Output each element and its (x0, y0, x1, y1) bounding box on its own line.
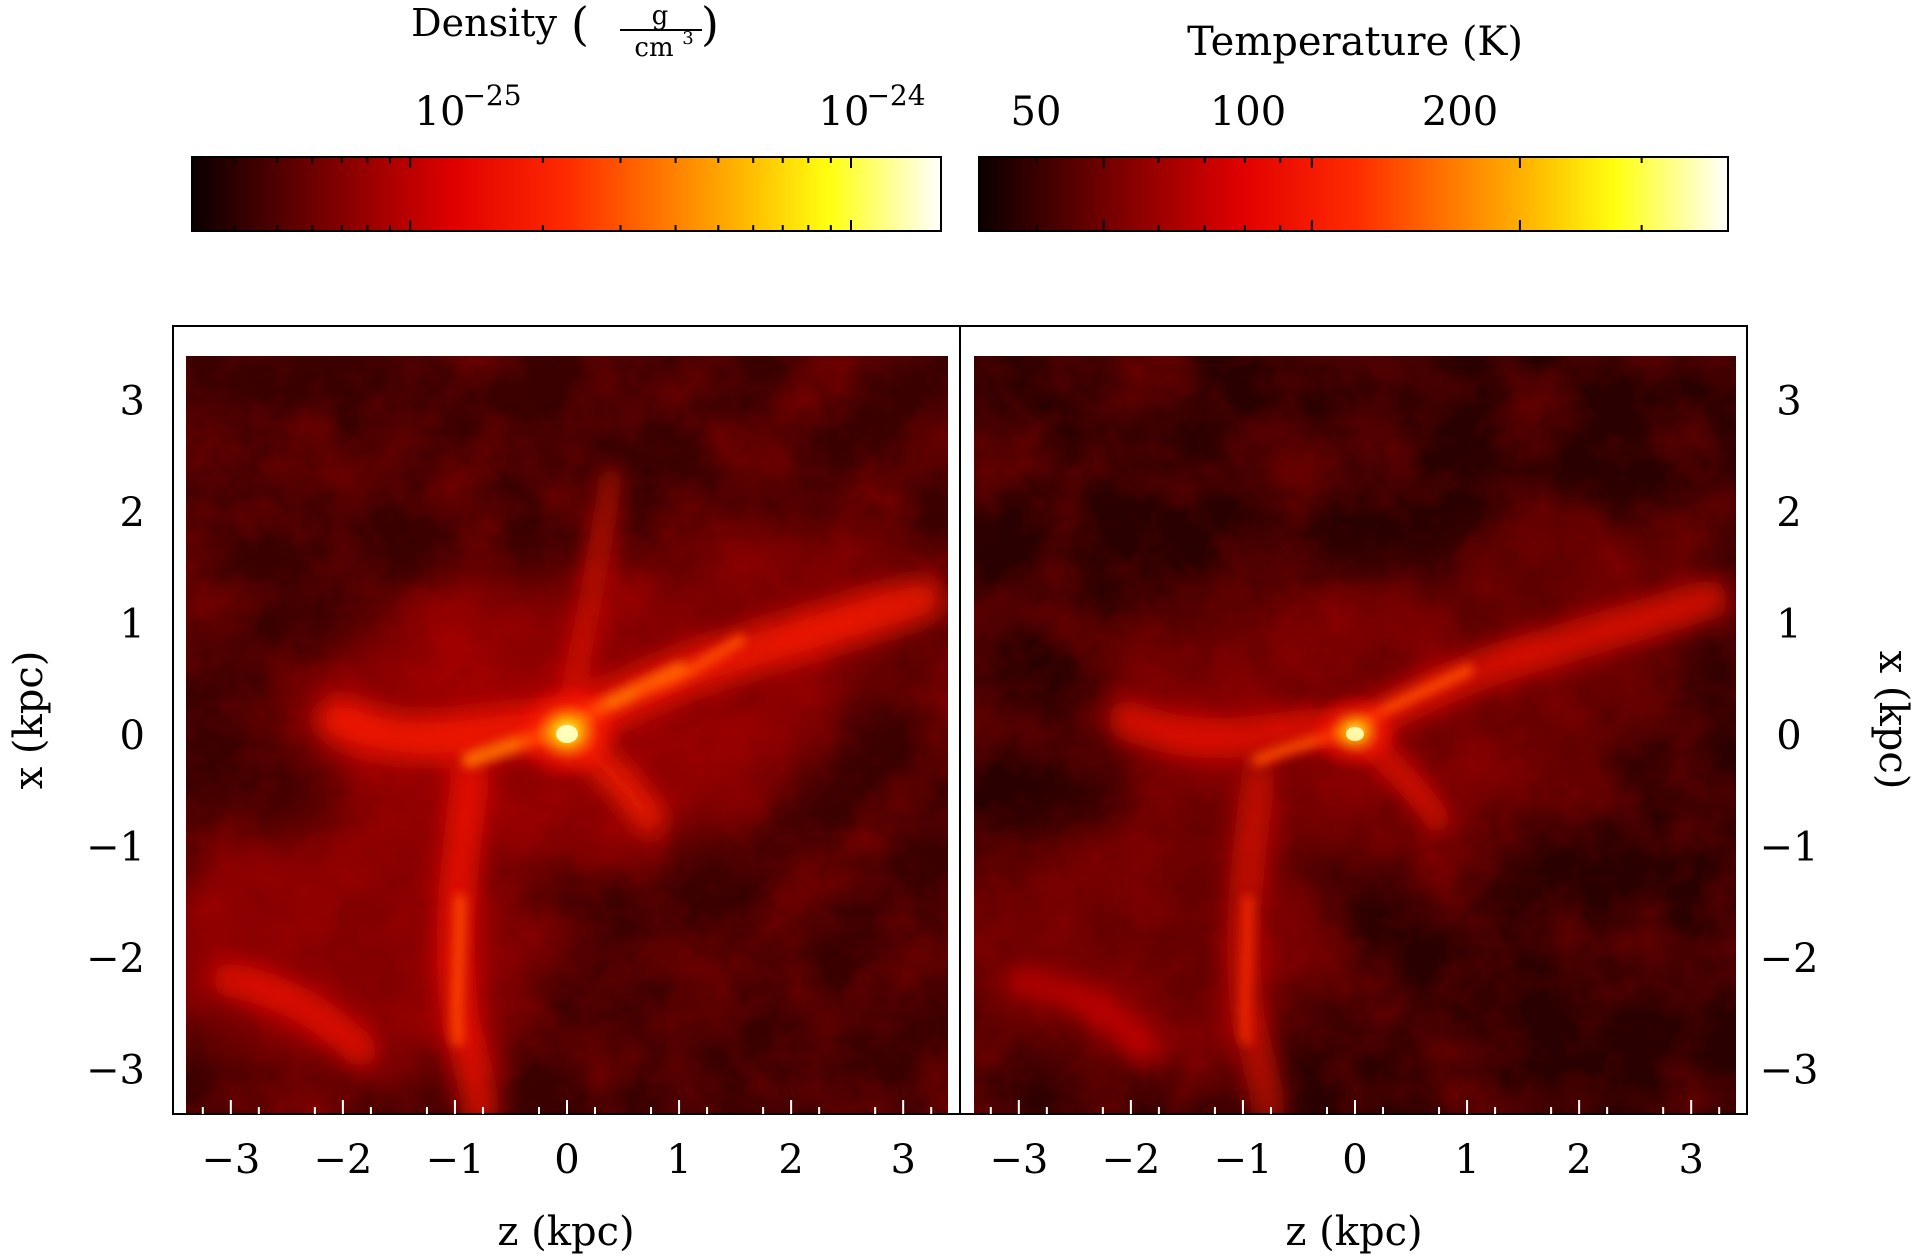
density-y-tick-label: 3 (120, 379, 145, 425)
density-tick-label-1e-25: 10 −25 (415, 79, 522, 135)
density-x-tick-label: −2 (313, 1137, 372, 1183)
temperature-x-tick-label: 0 (1342, 1137, 1367, 1183)
temperature-y-tick-label: 1 (1776, 602, 1801, 648)
density-colorbar-title: Density (411, 1, 557, 45)
temperature-colorbar-ticks (1035, 157, 1729, 231)
density-unit-denominator: cm (634, 33, 673, 63)
density-x-axis-label: z (kpc) (497, 1209, 634, 1255)
density-colorbar-gradient (191, 156, 942, 232)
density-x-tick-label: −3 (201, 1137, 260, 1183)
temperature-y-tick-label: 0 (1776, 713, 1801, 759)
temperature-x-tick-label: −1 (1213, 1137, 1272, 1183)
temperature-x-ticks: −3 −2 −1 0 1 2 3 (989, 1100, 1721, 1183)
temperature-y-tick-label: −2 (1760, 936, 1819, 982)
density-y-tick-label: 2 (120, 490, 145, 536)
density-x-ticks: −3 −2 −1 0 1 2 3 (201, 1100, 933, 1183)
temperature-tick-label-200: 200 (1422, 89, 1498, 135)
svg-text:−25: −25 (462, 79, 521, 112)
temperature-x-tick-label: −2 (1101, 1137, 1160, 1183)
temperature-y-ticks: −3 −2 −1 0 1 2 3 (1760, 379, 1819, 1094)
temperature-x-tick-label: −3 (989, 1137, 1048, 1183)
temperature-x-tick-label: 1 (1454, 1137, 1479, 1183)
density-y-tick-label: −1 (86, 824, 145, 870)
svg-text:−24: −24 (866, 79, 925, 112)
temperature-y-tick-label: −3 (1760, 1047, 1819, 1093)
temperature-colorbar-gradient (978, 156, 1729, 232)
temperature-y-tick-label: 3 (1776, 379, 1801, 425)
density-heatmap (186, 356, 948, 1114)
temperature-y-tick-label: 2 (1776, 490, 1801, 536)
density-tick-label-1e-24: 10 −24 (819, 79, 926, 135)
density-y-tick-label: 1 (120, 602, 145, 648)
density-y-tick-label: 0 (120, 713, 145, 759)
density-x-tick-label: 1 (666, 1137, 691, 1183)
density-x-tick-label: 2 (778, 1137, 803, 1183)
temperature-x-tick-label: 2 (1566, 1137, 1591, 1183)
density-unit-numerator: g (652, 1, 669, 31)
density-y-ticks: −3 −2 −1 0 1 2 3 (86, 379, 145, 1094)
density-y-axis-label: x (kpc) (6, 651, 52, 790)
density-unit-exponent: 3 (682, 28, 693, 49)
temperature-tick-label-100: 100 (1210, 89, 1286, 135)
density-unit: ( g cm 3 ) (571, 0, 719, 63)
temperature-colorbar-title: Temperature (K) (1187, 19, 1523, 65)
temperature-heatmap (974, 356, 1736, 1114)
density-y-tick-label: −2 (86, 936, 145, 982)
temperature-x-axis-label: z (kpc) (1285, 1209, 1422, 1255)
svg-text:): ) (701, 0, 719, 51)
temperature-tick-label-50: 50 (1011, 89, 1062, 135)
temperature-x-tick-label: 3 (1678, 1137, 1703, 1183)
svg-text:10: 10 (819, 89, 870, 135)
temperature-y-tick-label: −1 (1760, 824, 1819, 870)
svg-text:10: 10 (415, 89, 466, 135)
temperature-colorbar: Temperature (K) 50 100 200 (978, 19, 1729, 232)
density-y-tick-label: −3 (86, 1047, 145, 1093)
temperature-y-axis-label: x (kpc) (1870, 651, 1916, 790)
density-colorbar-ticks (233, 157, 853, 231)
svg-text:(: ( (571, 0, 589, 51)
density-colorbar: Density ( g cm 3 ) 10 −25 10 −24 (191, 0, 942, 232)
density-x-tick-label: 3 (890, 1137, 915, 1183)
density-x-tick-label: 0 (554, 1137, 579, 1183)
density-map-panel: −3 −2 −1 0 1 2 3 −3 −2 −1 0 1 2 3 z (kpc) x (kpc) (6, 325, 961, 1255)
density-x-tick-label: −1 (425, 1137, 484, 1183)
temperature-map-panel: −3 −2 −1 0 1 2 3 −3 −2 −1 0 1 2 3 z (kpc) x (kpc) (959, 325, 1916, 1255)
